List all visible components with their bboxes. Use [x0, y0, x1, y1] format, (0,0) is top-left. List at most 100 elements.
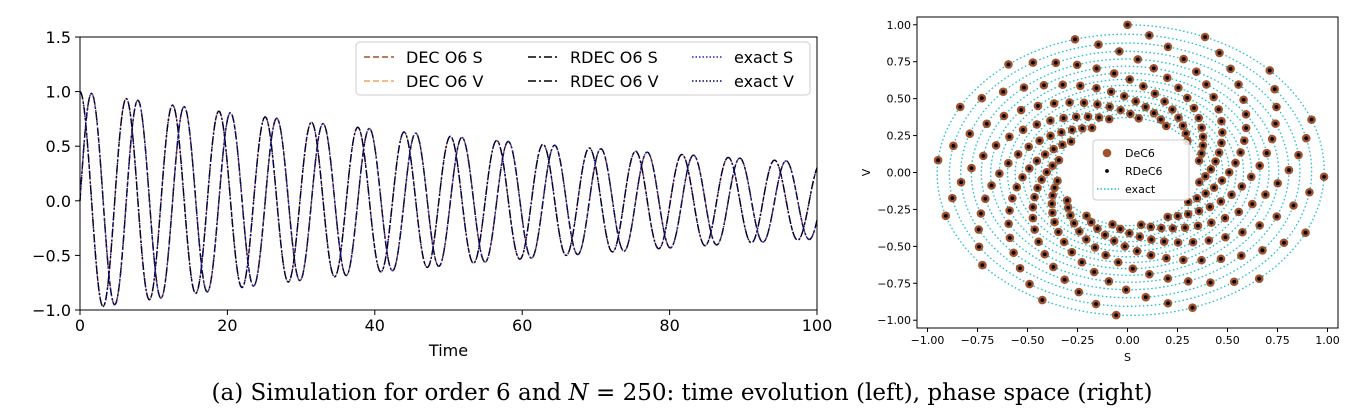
rdec-point [1232, 279, 1237, 284]
rdec-point [1192, 106, 1196, 110]
phase-legend-swatch [1105, 169, 1109, 173]
caption-n-symbol: N [568, 380, 589, 406]
rdec-point [1082, 100, 1086, 105]
phase-y-tick-label: −0.25 [877, 203, 911, 216]
rdec-point [1270, 137, 1275, 141]
rdec-point [1162, 239, 1167, 244]
rdec-point [1165, 276, 1170, 281]
y-tick-label: 1.0 [46, 83, 71, 102]
rdec-point [1116, 260, 1121, 265]
rdec-point [1199, 151, 1204, 156]
phase-x-tick-label: 0.50 [1215, 334, 1240, 347]
rdec-point [1264, 151, 1269, 155]
rdec-point [1007, 134, 1012, 139]
rdec-point [1218, 199, 1223, 204]
rdec-point [1185, 96, 1190, 100]
rdec-point [958, 105, 963, 109]
rdec-point [1164, 256, 1169, 261]
phase-axes: −1.00 −0.75 −0.50 −0.25 0.00 0.25 0.50 0.75 1.00… [877, 16, 1340, 347]
rdec-point [1203, 191, 1208, 196]
rdec-point [1257, 276, 1262, 281]
rdec-point [1143, 105, 1148, 109]
rdec-point [1136, 116, 1141, 121]
time-evolution-plot: 0 20 40 60 80 100 −1.0 −0.5 0.0 0.5 1.0 1.5 DEC O6 … [32, 28, 832, 360]
rdec-point [1090, 126, 1094, 130]
rdec-point [1151, 66, 1156, 71]
legend-label: DEC O6 V [406, 72, 484, 91]
rdec-point [1217, 51, 1222, 55]
rdec-point [1052, 101, 1057, 106]
rdec-point [1084, 213, 1089, 218]
phase-y-tick-label: 0.75 [887, 56, 912, 69]
phase-legend-label: exact [1125, 183, 1156, 196]
legend-label: DEC O6 S [406, 48, 483, 67]
rdec-point [1057, 158, 1061, 163]
rdec-point [1186, 279, 1191, 284]
rdec-point [1228, 66, 1233, 71]
rdec-point [1181, 123, 1185, 128]
rdec-point [1112, 238, 1117, 243]
rdec-point [981, 153, 986, 158]
rdec-point [1069, 250, 1074, 255]
rdec-point [1124, 287, 1128, 292]
rdec-point [1092, 270, 1097, 274]
rdec-point [1001, 89, 1006, 94]
rdec-point [1035, 158, 1039, 163]
rdec-point [1137, 234, 1142, 239]
rdec-point [1096, 42, 1101, 47]
rdec-point [1128, 111, 1133, 116]
phase-exact-curve [936, 24, 1325, 317]
rdec-point [1153, 91, 1157, 96]
rdec-point [1036, 104, 1040, 108]
rdec-point [1213, 159, 1218, 164]
rdec-point [1197, 209, 1201, 213]
rdec-point [1050, 163, 1055, 168]
rdec-point [969, 166, 974, 171]
y-tick-label: 0.0 [46, 192, 71, 211]
phase-x-tick-label: 0.25 [1165, 334, 1190, 347]
rdec-point [1076, 290, 1081, 294]
rdec-point [1291, 203, 1296, 208]
x-tick-label: 60 [512, 316, 532, 335]
rdec-point [1011, 250, 1016, 255]
rdec-point [967, 131, 972, 136]
rdec-point [1022, 85, 1026, 90]
rdec-point [1118, 108, 1123, 112]
rdec-point [984, 121, 989, 126]
y-tick-label: 1.5 [46, 28, 71, 47]
rdec-point [1062, 240, 1067, 244]
rdec-point [1122, 94, 1127, 99]
rdec-point [1304, 136, 1309, 141]
phase-legend-box [1092, 139, 1190, 201]
rdec-point [1158, 117, 1163, 122]
time-x-axis-label: Time [428, 341, 468, 360]
rdec-point [1130, 266, 1135, 271]
phase-x-tick-label: 1.00 [1315, 334, 1340, 347]
legend-label: RDEC O6 V [570, 72, 659, 91]
rdec-point [1241, 97, 1246, 102]
rdec-point [1049, 201, 1054, 206]
rdec-point [1274, 105, 1279, 109]
rdec-point [1031, 205, 1035, 210]
rdec-point [1034, 122, 1039, 127]
rdec-point [1149, 253, 1153, 258]
rdec-point [1036, 239, 1041, 244]
rdec-point [1211, 95, 1216, 99]
rdec-point [1217, 150, 1222, 155]
x-tick-label: 100 [802, 316, 833, 335]
rdec-point [1070, 127, 1074, 132]
x-tick-label: 80 [659, 316, 679, 335]
rdec-point [1050, 210, 1055, 215]
rdec-point [1095, 102, 1100, 107]
rdec-point [1195, 196, 1199, 201]
rdec-point [979, 211, 983, 216]
rdec-point [1181, 258, 1186, 262]
rdec-point [1229, 192, 1234, 197]
rdec-point [1190, 305, 1195, 310]
rdec-point [1196, 223, 1200, 228]
rdec-point [1206, 238, 1211, 243]
series-line-5 [79, 91, 818, 308]
time-legend: DEC O6 S DEC O6 V RDEC O6 S RDEC O6 V exact … [355, 41, 811, 96]
rdec-point [1133, 99, 1138, 104]
phase-y-tick-label: 0.50 [887, 93, 912, 106]
